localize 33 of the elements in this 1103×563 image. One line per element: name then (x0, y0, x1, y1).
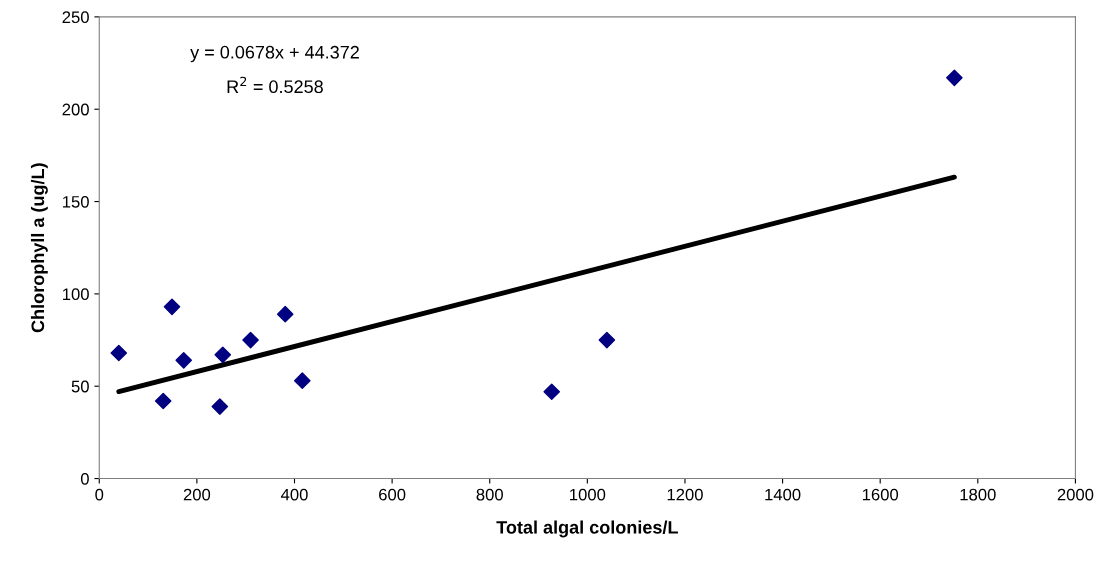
y-tick-label: 0 (80, 472, 89, 485)
point (110, 344, 128, 362)
y-tick-label: 50 (71, 380, 89, 393)
x-tick-label: 200 (183, 488, 211, 501)
x-tick-label: 1600 (862, 488, 899, 501)
annotation: y = 0.0678x + 44.372 (190, 45, 359, 63)
annotation: R$^{2}$ = 0.5258 (227, 76, 323, 94)
point (214, 346, 232, 364)
y-tick-label: 150 (63, 195, 89, 208)
x-tick-label: 2000 (1057, 488, 1094, 501)
y-tick-label: 200 (62, 103, 89, 116)
point (154, 392, 172, 410)
point (543, 383, 561, 401)
x-tick-label: 0 (95, 488, 104, 501)
point (163, 298, 181, 316)
x-tick-label: 1000 (570, 488, 606, 501)
point (294, 372, 311, 389)
y-axis-title: Chlorophyll a (ug/L) (30, 163, 48, 333)
point (175, 352, 193, 369)
x-tick-label: 800 (476, 488, 503, 501)
x-tick-label: 1800 (960, 488, 996, 501)
y-tick-label: 250 (62, 11, 89, 24)
x-tick-label: 600 (379, 488, 406, 501)
point (598, 331, 616, 349)
x-axis-title: Total algal colonies/L (496, 520, 678, 538)
point (946, 69, 963, 87)
x-tick-label: 1400 (765, 488, 801, 501)
point (211, 398, 229, 415)
x-tick-label: 400 (280, 488, 308, 501)
y-tick-label: 100 (63, 288, 89, 301)
point (242, 331, 259, 349)
x-tick-label: 1200 (667, 488, 703, 501)
point (276, 305, 294, 323)
